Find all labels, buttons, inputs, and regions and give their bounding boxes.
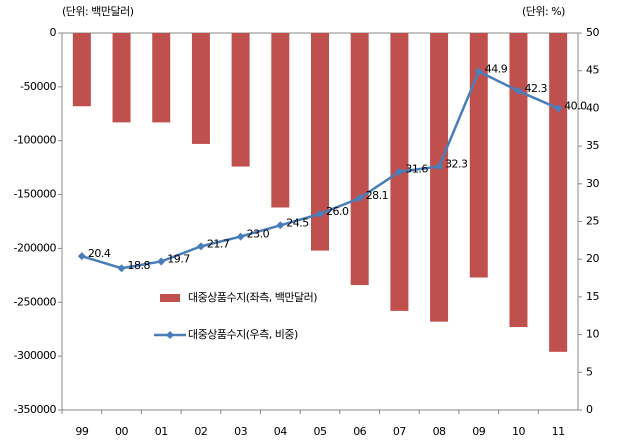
legend-marker: [166, 331, 174, 339]
point: [355, 194, 364, 203]
data-label: 42.3: [524, 82, 547, 95]
data-label: 21.7: [207, 237, 230, 250]
x-tick-label: 04: [274, 425, 287, 438]
point: [236, 232, 245, 241]
bar: [231, 33, 250, 167]
x-tick-label: 01: [155, 425, 168, 438]
point: [316, 209, 324, 218]
y2-tick-label: 20: [586, 252, 599, 265]
point: [554, 104, 563, 113]
y-tick-label: -250000: [14, 295, 57, 308]
y2-tick-label: 15: [586, 290, 599, 303]
point: [395, 167, 404, 176]
bar: [112, 33, 131, 123]
x-tick-label: 09: [472, 425, 485, 438]
data-label: 28.1: [366, 189, 389, 202]
bar: [469, 33, 488, 278]
bar: [509, 33, 528, 328]
legend-label: 대중상품수지(우측, 비중): [188, 328, 298, 341]
data-label: 23.0: [247, 228, 270, 241]
y-tick-label: -100000: [14, 134, 57, 147]
point: [77, 252, 86, 261]
bar: [311, 33, 329, 251]
data-label: 26.0: [326, 205, 349, 218]
point: [117, 264, 126, 273]
bar: [350, 33, 369, 286]
y-tick-label: -50000: [20, 80, 56, 93]
y-tick-label: -200000: [14, 241, 57, 254]
legend-swatch: [160, 294, 180, 302]
x-tick-label: 11: [552, 425, 565, 438]
data-label: 20.4: [88, 247, 111, 260]
data-label: 19.7: [167, 252, 190, 265]
point: [157, 257, 166, 266]
data-label: 31.6: [405, 163, 428, 176]
data-label: 32.3: [445, 157, 468, 170]
y2-tick-label: 0: [586, 403, 593, 416]
y2-tick-label: 50: [586, 26, 599, 39]
y2-tick-label: 30: [586, 177, 599, 190]
x-tick-label: 05: [314, 425, 327, 438]
point: [196, 242, 205, 251]
point: [474, 67, 483, 76]
y2-tick-label: 45: [586, 64, 599, 77]
data-label: 44.9: [485, 62, 508, 75]
y2-tick-label: 10: [586, 328, 599, 341]
y-tick-label: -350000: [14, 403, 57, 416]
y2-tick-label: 5: [586, 365, 593, 378]
bar: [430, 33, 449, 322]
y2-tick-label: 25: [586, 215, 599, 228]
x-tick-label: 08: [433, 425, 446, 438]
y2-tick-label: 40: [586, 101, 599, 114]
bar: [191, 33, 210, 144]
x-tick-label: 03: [234, 425, 247, 438]
bar: [72, 33, 91, 107]
point: [276, 221, 285, 230]
bar: [152, 33, 171, 123]
data-label: 18.8: [128, 259, 151, 272]
data-label: 40.0: [564, 99, 587, 112]
y-tick-label: 0: [50, 26, 57, 39]
y-tick-label: -150000: [14, 188, 57, 201]
y-tick-label: -300000: [14, 349, 57, 362]
x-tick-label: 10: [512, 425, 525, 438]
bar: [271, 33, 290, 208]
point: [514, 87, 523, 96]
x-tick-label: 99: [75, 425, 88, 438]
bar: [549, 33, 568, 352]
x-tick-label: 06: [353, 425, 366, 438]
x-tick-label: 02: [194, 425, 207, 438]
y-unit-label: (단위: 백만달러): [62, 5, 134, 18]
data-label: 24.5: [286, 216, 309, 229]
point: [435, 162, 444, 171]
legend-label: 대중상품수지(좌측, 백만달러): [188, 291, 317, 304]
y2-unit-label: (단위: %): [522, 5, 565, 18]
x-tick-label: 00: [115, 425, 128, 438]
x-tick-label: 07: [393, 425, 406, 438]
y2-tick-label: 35: [586, 139, 599, 152]
